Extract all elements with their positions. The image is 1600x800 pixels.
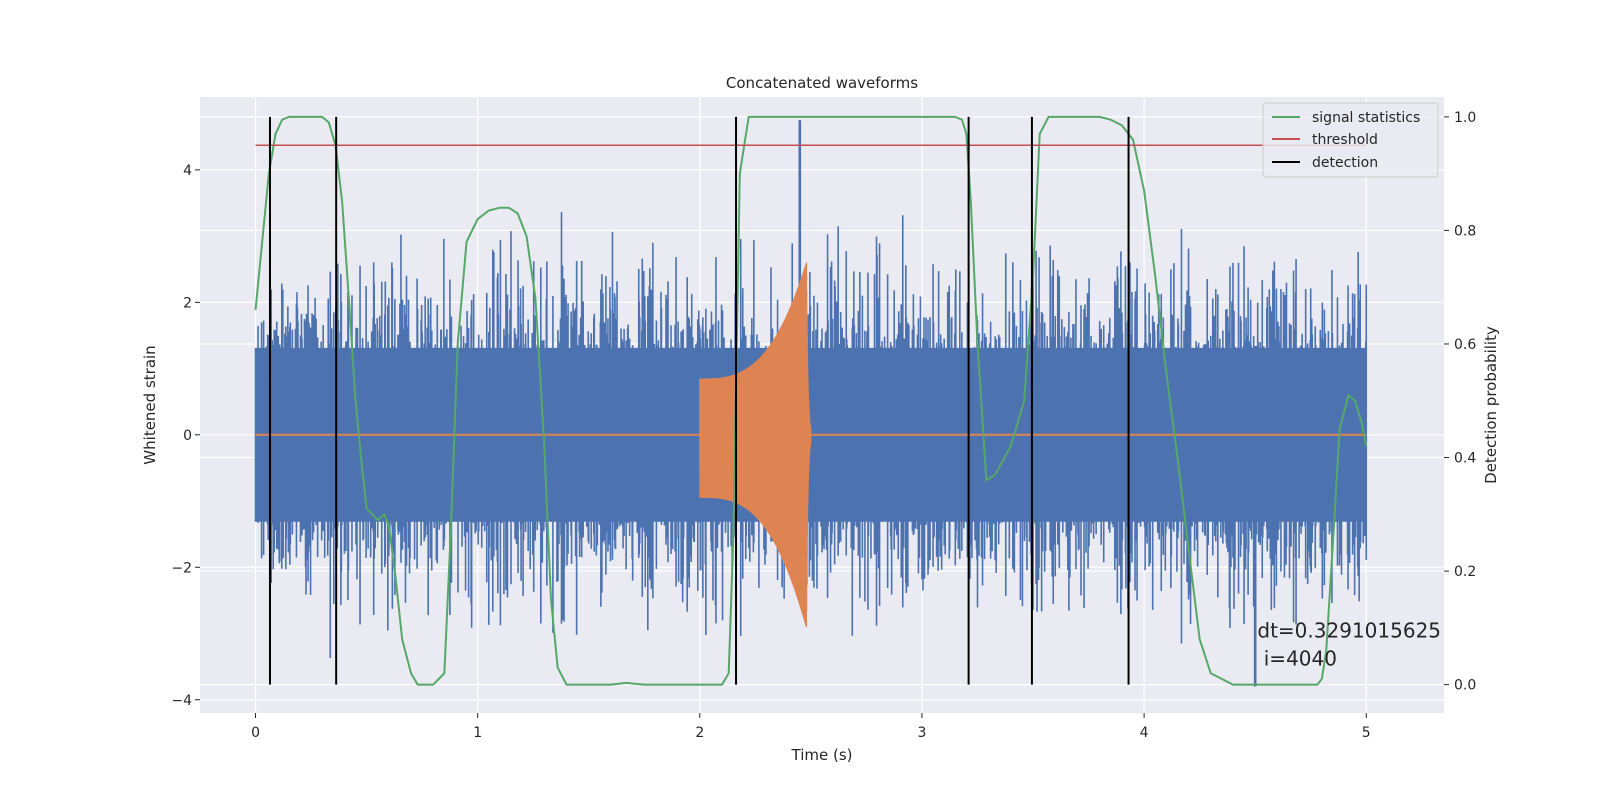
x-tick-label: 3 xyxy=(918,725,927,741)
y-tick-label: 4 xyxy=(183,163,192,179)
chart-title: Concatenated waveforms xyxy=(726,74,918,92)
y-tick-label: −2 xyxy=(171,560,192,576)
y-tick-label: 2 xyxy=(183,295,192,311)
injection-line xyxy=(699,262,812,627)
y-right-tick-label: 0.4 xyxy=(1454,451,1476,467)
legend-label-signal: signal statistics xyxy=(1312,110,1420,126)
y-right-tick-label: 0.0 xyxy=(1454,678,1476,694)
signal-statistics-line xyxy=(254,115,1368,686)
y-right-tick-label: 1.0 xyxy=(1454,110,1476,126)
y-right-tick-label: 0.2 xyxy=(1454,564,1476,580)
annotation-dt: dt=0.3291015625 xyxy=(1257,619,1441,643)
y-axis-label: Whitened strain xyxy=(141,345,159,464)
x-tick-label: 4 xyxy=(1140,725,1149,741)
legend: signal statistics threshold detection xyxy=(1262,102,1439,178)
x-tick-label: 1 xyxy=(473,725,482,741)
y-right-tick-label: 0.8 xyxy=(1454,223,1476,239)
legend-label-threshold: threshold xyxy=(1312,132,1378,148)
x-ticks: 0 1 2 3 4 5 xyxy=(251,713,1371,741)
y-tick-label: −4 xyxy=(171,693,192,709)
series-detections xyxy=(268,116,1130,685)
x-axis-label: Time (s) xyxy=(791,746,853,764)
y-axis-label-right: Detection probability xyxy=(1482,326,1500,484)
legend-label-detection: detection xyxy=(1312,155,1378,171)
y-ticks-right: 0.0 0.2 0.4 0.6 0.8 1.0 xyxy=(1444,110,1476,694)
x-tick-label: 2 xyxy=(695,725,704,741)
series-injection xyxy=(255,262,1367,627)
y-ticks: −4 −2 0 2 4 xyxy=(171,163,200,709)
x-tick-label: 0 xyxy=(251,725,260,741)
x-tick-label: 5 xyxy=(1362,725,1371,741)
annotation-i: i=4040 xyxy=(1257,647,1337,671)
y-tick-label: 0 xyxy=(183,428,192,444)
y-right-tick-label: 0.6 xyxy=(1454,337,1476,353)
legend-box xyxy=(1262,102,1439,178)
series-signal xyxy=(254,115,1368,686)
